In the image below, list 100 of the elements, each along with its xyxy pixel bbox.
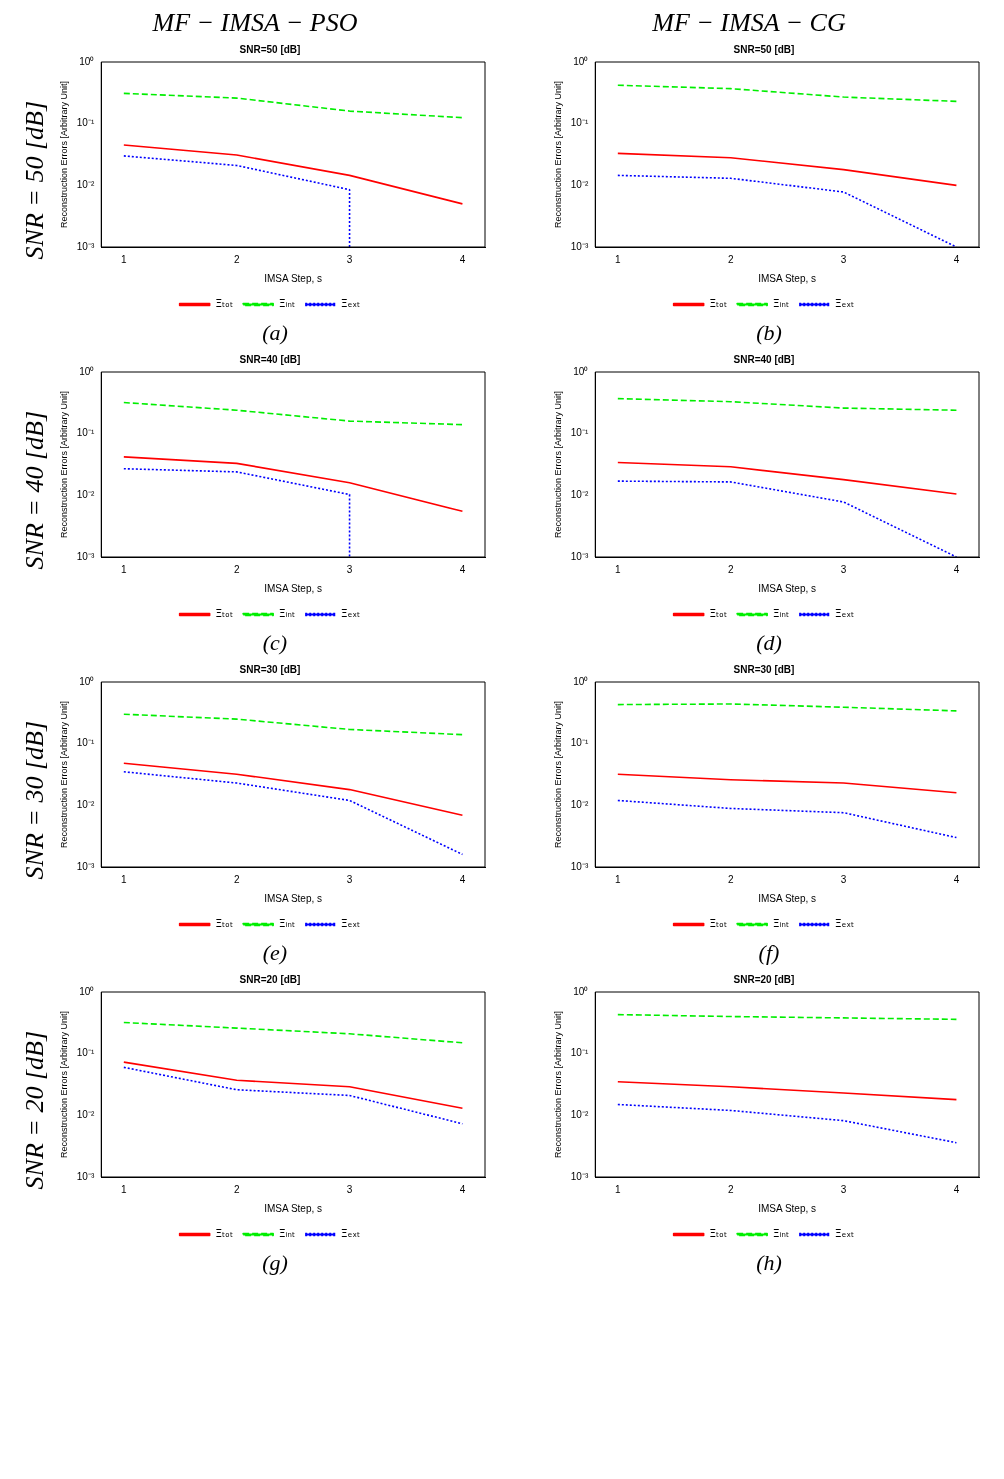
text: (d) <box>756 630 782 657</box>
y-tick-label: 10⁻² <box>570 179 589 191</box>
y-tick-label: 10⁻³ <box>76 550 95 562</box>
x-tick-label: 1 <box>121 1183 128 1195</box>
y-tick-label: 10⁰ <box>79 55 95 67</box>
legend-label: Ξₜₒₜ <box>215 1227 234 1241</box>
legend-label: Ξₑₓₜ <box>834 1227 855 1241</box>
y-tick-label: 10⁻¹ <box>570 737 589 749</box>
line-series <box>123 1021 464 1044</box>
y-tick-label: 10⁻¹ <box>76 737 95 749</box>
line-series <box>123 155 351 247</box>
x-tick-label: 1 <box>615 253 622 265</box>
y-tick-label: 10⁻³ <box>570 1170 589 1182</box>
legend-label: Ξₜₒₜ <box>215 297 234 311</box>
y-tick-label: 10⁻³ <box>76 1170 95 1182</box>
y-axis-title: Reconstruction Errors [Arbitrary Unit] <box>552 1010 563 1159</box>
legend-label: Ξₑₓₜ <box>340 1227 361 1241</box>
x-tick-label: 2 <box>727 253 734 265</box>
legend-label: Ξᵢₙₜ <box>772 917 790 931</box>
y-tick-label: 10⁰ <box>573 675 589 687</box>
y-axis-title: Reconstruction Errors [Arbitrary Unit] <box>58 1010 69 1159</box>
y-tick-label: 10⁰ <box>79 675 95 687</box>
x-tick-label: 1 <box>615 873 622 885</box>
y-axis-title: Reconstruction Errors [Arbitrary Unit] <box>552 700 563 849</box>
chart-subtitle: MF − IMSA − CG <box>652 8 846 39</box>
y-tick-label: 10⁻³ <box>570 240 589 252</box>
x-tick-label: 4 <box>953 563 960 575</box>
legend-label: Ξₜₒₜ <box>709 297 728 311</box>
text: (b) <box>756 320 782 347</box>
y-axis-title: Reconstruction Errors [Arbitrary Unit] <box>58 390 69 539</box>
legend-label: Ξᵢₙₜ <box>278 297 296 311</box>
chart-subtitle: MF − IMSA − PSO <box>152 8 358 39</box>
x-tick-label: 2 <box>727 873 734 885</box>
x-axis-title: IMSA Step, s <box>264 272 323 284</box>
chart-title: SNR=20 [dB] <box>239 973 301 985</box>
legend-label: Ξₜₒₜ <box>215 607 234 621</box>
x-tick-label: 2 <box>233 563 240 575</box>
x-tick-label: 3 <box>840 563 847 575</box>
y-tick-label: 10⁰ <box>573 985 589 997</box>
legend-label: Ξₜₒₜ <box>215 917 234 931</box>
x-tick-label: 1 <box>615 563 622 575</box>
legend-label: Ξₜₒₜ <box>709 917 728 931</box>
x-tick-label: 3 <box>840 873 847 885</box>
x-tick-label: 3 <box>840 1183 847 1195</box>
x-axis-title: IMSA Step, s <box>758 272 817 284</box>
x-tick-label: 2 <box>727 1183 734 1195</box>
chart-title: SNR=50 [dB] <box>733 43 795 55</box>
line-series <box>123 92 464 119</box>
legend-label: Ξₜₒₜ <box>709 607 728 621</box>
y-tick-label: 10⁻² <box>570 1109 589 1121</box>
text: SNR = 50 [dB] <box>20 100 50 260</box>
text: (h) <box>756 1250 782 1277</box>
y-tick-label: 10⁰ <box>573 365 589 377</box>
text: SNR = 20 [dB] <box>20 1030 50 1190</box>
x-tick-label: 1 <box>121 253 128 265</box>
x-tick-label: 2 <box>233 253 240 265</box>
line-series <box>123 401 464 426</box>
chart-title: SNR=40 [dB] <box>239 353 301 365</box>
x-axis-title: IMSA Step, s <box>758 892 817 904</box>
legend-label: Ξᵢₙₜ <box>772 297 790 311</box>
x-tick-label: 2 <box>727 563 734 575</box>
x-tick-label: 4 <box>459 563 466 575</box>
x-tick-label: 4 <box>459 873 466 885</box>
line-series <box>617 1103 958 1144</box>
x-tick-label: 1 <box>121 873 128 885</box>
x-axis-title: IMSA Step, s <box>758 1202 817 1214</box>
line-series <box>617 84 958 103</box>
legend-label: Ξₜₒₜ <box>709 1227 728 1241</box>
line-series <box>617 703 958 712</box>
legend-label: Ξᵢₙₜ <box>278 1227 296 1241</box>
line-series <box>123 467 351 557</box>
y-axis-title: Reconstruction Errors [Arbitrary Unit] <box>552 390 563 539</box>
y-tick-label: 10⁻³ <box>76 240 95 252</box>
line-series <box>617 174 958 247</box>
y-tick-label: 10⁻³ <box>570 860 589 872</box>
x-tick-label: 1 <box>121 563 128 575</box>
text: SNR = 30 [dB] <box>20 720 50 880</box>
text: SNR = 40 [dB] <box>20 410 50 570</box>
chart-title: SNR=30 [dB] <box>239 663 301 675</box>
y-tick-label: 10⁻² <box>76 1109 95 1121</box>
x-tick-label: 1 <box>615 1183 622 1195</box>
y-axis-title: Reconstruction Errors [Arbitrary Unit] <box>552 80 563 229</box>
text: (e) <box>262 940 288 967</box>
legend-label: Ξₑₓₜ <box>340 297 361 311</box>
legend-label: Ξₑₓₜ <box>340 607 361 621</box>
y-tick-label: 10⁻² <box>76 179 95 191</box>
y-tick-label: 10⁰ <box>79 985 95 997</box>
y-tick-label: 10⁻³ <box>570 550 589 562</box>
y-tick-label: 10⁻¹ <box>76 427 95 439</box>
x-axis-title: IMSA Step, s <box>264 1202 323 1214</box>
y-tick-label: 10⁻² <box>76 489 95 501</box>
x-tick-label: 4 <box>953 873 960 885</box>
x-tick-label: 4 <box>459 253 466 265</box>
y-axis-title: Reconstruction Errors [Arbitrary Unit] <box>58 700 69 849</box>
x-tick-label: 4 <box>953 253 960 265</box>
text: (a) <box>262 320 288 347</box>
chart-title: SNR=40 [dB] <box>733 353 795 365</box>
legend-label: Ξₑₓₜ <box>340 917 361 931</box>
x-tick-label: 2 <box>233 873 240 885</box>
chart-title: SNR=20 [dB] <box>733 973 795 985</box>
